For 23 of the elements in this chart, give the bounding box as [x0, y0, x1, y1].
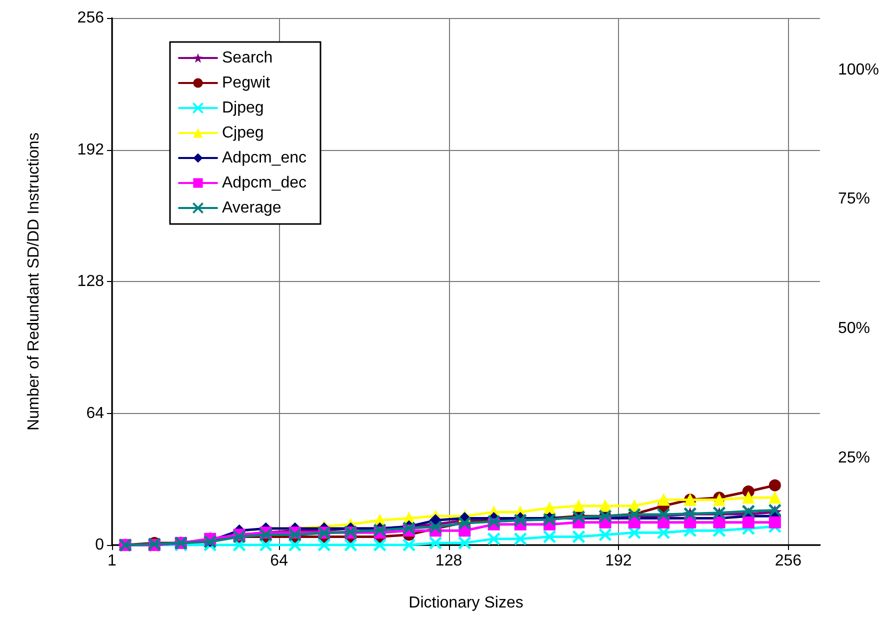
- y2-tick-label: 75%: [838, 190, 870, 208]
- y-tick-label: 0: [95, 536, 104, 554]
- x-tick-label: 256: [774, 552, 802, 570]
- legend-label: Adpcm_enc: [222, 150, 306, 166]
- x-axis-title: Dictionary Sizes: [408, 594, 524, 612]
- legend-label: Djpeg: [222, 100, 264, 116]
- y2-tick-label: 100%: [838, 61, 879, 78]
- x-tick-label: 1: [108, 552, 117, 570]
- y-tick-label: 128: [77, 273, 104, 290]
- x-tick-label: 192: [605, 552, 632, 570]
- legend-label: Cjpeg: [222, 124, 264, 142]
- y-tick-label: 192: [77, 141, 104, 158]
- x-tick-label: 64: [270, 552, 288, 570]
- legend-label: Average: [222, 200, 282, 216]
- y-tick-label: 64: [86, 404, 104, 422]
- legend-label: Pegwit: [222, 74, 271, 92]
- y-axis-title: Number of Redundant SD/DD Instructions: [26, 132, 42, 430]
- legend-label: Adpcm_dec: [222, 174, 306, 192]
- y2-tick-label: 50%: [838, 320, 870, 338]
- x-tick-label: 128: [435, 552, 462, 570]
- y2-tick-label: 25%: [838, 450, 870, 467]
- legend-label: Search: [222, 50, 273, 66]
- y-tick-label: 256: [77, 10, 104, 26]
